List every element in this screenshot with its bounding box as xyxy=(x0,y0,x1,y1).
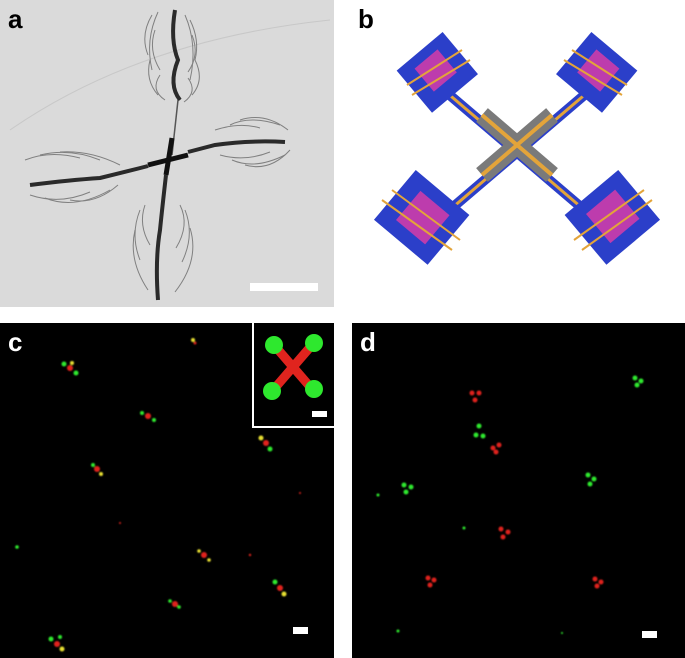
model-end-block-top-left xyxy=(396,32,478,113)
particle-c-7 xyxy=(168,599,181,609)
particle-c-9 xyxy=(191,338,197,345)
cluster-d-7 xyxy=(498,526,511,540)
particle-c-1 xyxy=(61,361,79,376)
particle-c-8 xyxy=(48,635,65,652)
particle-c-2 xyxy=(140,411,156,422)
panel-d-label: d xyxy=(360,327,376,357)
panel-c-fluorescence-image: c xyxy=(0,323,334,658)
cluster-d-2 xyxy=(632,375,644,388)
cluster-d-9 xyxy=(592,576,604,589)
model-cross-structure xyxy=(373,32,661,265)
panel-b-label: b xyxy=(358,4,374,34)
particle-c-3 xyxy=(258,435,273,452)
panel-a-label: a xyxy=(8,4,23,34)
panel-d-scale-bar xyxy=(642,631,657,638)
panel-a-tem-image: a xyxy=(0,0,334,307)
panel-c-inset-zoom xyxy=(252,323,334,428)
particle-c-5 xyxy=(197,549,211,562)
cluster-d-8 xyxy=(425,575,437,588)
panel-c-particles xyxy=(15,338,301,652)
model-end-block-bottom-right xyxy=(564,169,661,265)
inset-scale-bar xyxy=(312,411,327,417)
inset-cross-particle xyxy=(263,334,323,400)
particle-c-6 xyxy=(272,579,287,597)
model-end-block-bottom-left xyxy=(373,169,470,265)
panel-a-scale-bar xyxy=(250,283,318,291)
tem-top-arm xyxy=(144,11,200,103)
tem-left-arm xyxy=(24,151,121,203)
panel-c-scale-bar xyxy=(293,627,308,634)
panel-b-model-rendering: b xyxy=(352,0,685,307)
cluster-d-4 xyxy=(490,442,502,455)
tem-top-arm-core xyxy=(171,9,182,102)
particle-c-4 xyxy=(91,463,103,476)
panel-c-label: c xyxy=(8,327,23,357)
cluster-d-6 xyxy=(585,472,597,487)
tem-bottom-arm xyxy=(132,204,194,293)
tem-right-arm xyxy=(214,117,291,168)
cluster-d-5 xyxy=(401,482,414,495)
cluster-d-3 xyxy=(473,423,486,439)
panel-d-particles xyxy=(376,375,644,634)
panel-d-fluorescence-image: d xyxy=(352,323,685,658)
cluster-d-1 xyxy=(469,390,482,403)
model-end-block-top-right xyxy=(556,32,638,113)
model-center-hub xyxy=(476,108,558,182)
tem-cross-structure xyxy=(0,0,334,307)
